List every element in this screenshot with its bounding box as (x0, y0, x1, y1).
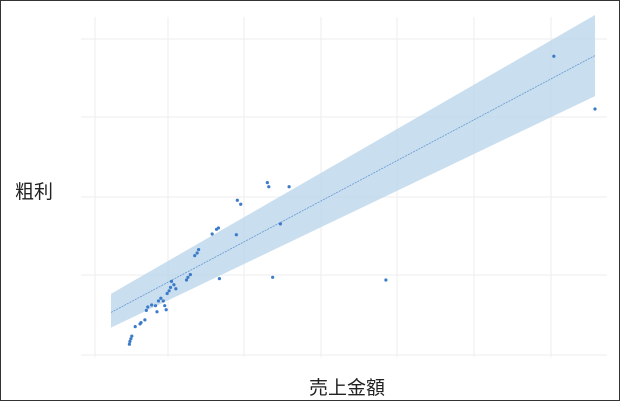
data-point (197, 247, 201, 252)
data-point (278, 222, 282, 226)
data-point (163, 304, 167, 308)
data-point (216, 226, 221, 230)
regression-line-layer (110, 55, 596, 313)
data-point (193, 254, 197, 258)
data-point (593, 107, 597, 111)
data-point (156, 299, 161, 303)
regression-line (110, 55, 596, 313)
data-point (210, 232, 214, 236)
data-point (159, 296, 163, 300)
data-point (168, 285, 173, 290)
data-point (169, 279, 174, 283)
data-point (235, 198, 239, 202)
data-point (271, 275, 275, 279)
data-point (161, 299, 165, 303)
data-point (195, 251, 199, 255)
confidence-band-layer (111, 15, 595, 328)
data-point (129, 337, 133, 341)
data-point (153, 304, 158, 308)
data-point (165, 291, 169, 296)
data-point (164, 308, 168, 312)
data-point (172, 283, 176, 287)
data-point (552, 54, 556, 58)
data-point (139, 320, 143, 325)
data-point (144, 308, 148, 313)
data-point (267, 185, 271, 189)
data-point (130, 334, 134, 338)
data-point (128, 339, 132, 344)
data-point (217, 277, 222, 281)
data-point (174, 287, 178, 291)
data-point (265, 181, 269, 185)
data-point (186, 275, 190, 279)
data-point (150, 303, 154, 307)
data-point (239, 202, 243, 206)
x-axis-label: 売上金額 (309, 377, 386, 399)
data-point (287, 185, 291, 189)
data-point (234, 233, 238, 237)
data-point (167, 289, 171, 293)
data-point (133, 325, 137, 329)
data-point (184, 278, 189, 282)
confidence-band (111, 15, 595, 328)
data-point (384, 278, 388, 282)
data-point (146, 305, 150, 309)
data-point (155, 310, 159, 314)
data-point (188, 272, 192, 277)
y-axis-label: 粗利 (15, 181, 54, 203)
data-point (127, 342, 131, 346)
data-point (143, 318, 147, 322)
data-points (127, 54, 597, 346)
